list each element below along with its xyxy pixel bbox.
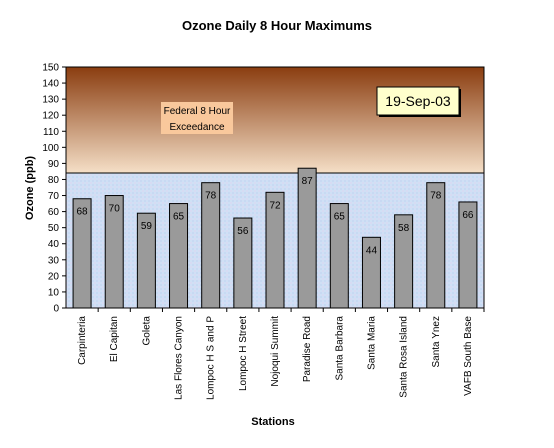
bar [104,195,124,309]
x-tick-label: Carpinteria [77,316,88,365]
x-tick-label: VAFB South Base [463,316,474,396]
bar-value-label: 78 [205,191,217,202]
bar-value-label: 87 [302,176,314,187]
x-tick-label: Santa Barbara [334,316,345,381]
y-tick-label: 100 [42,143,59,154]
bar [329,203,349,309]
x-tick-label: Santa Rosa Island [399,316,410,398]
x-tick-label: Goleta [141,316,152,346]
y-tick-label: 90 [48,159,60,170]
exceedance-label-line1: Federal 8 Hour [164,106,231,117]
y-tick-label: 80 [48,175,60,186]
bar [361,236,381,309]
bar-value-label: 65 [334,212,346,223]
y-axis: 0 10 20 30 40 50 60 70 80 90 100 110 120 130 140 150 [42,63,66,315]
x-tick-label: El Capitan [109,316,120,362]
bars: 68 70 59 65 78 56 72 87 65 44 58 78 66 [72,167,478,309]
y-tick-label: 70 [48,191,60,202]
bar-value-label: 59 [141,221,153,232]
date-label: 19-Sep-03 [385,93,451,109]
exceedance-zone [66,67,484,174]
bar [72,198,92,309]
y-tick-label: 30 [48,255,60,266]
y-tick-label: 20 [48,271,60,282]
bar-value-label: 78 [430,191,442,202]
y-tick-label: 50 [48,223,60,234]
x-tick-label: Las Flores Canyon [174,316,185,400]
bar-value-label: 58 [398,223,410,234]
x-tick-label: Paradise Road [302,316,313,382]
bar [201,182,221,309]
y-tick-label: 150 [42,63,59,74]
y-tick-label: 0 [53,304,59,315]
bar-value-label: 72 [269,200,281,211]
exceedance-label-line2: Exceedance [169,122,224,133]
bar [394,214,414,309]
y-axis-title: Ozone (ppb) [24,156,36,220]
bar-value-label: 65 [173,212,185,223]
bar [458,201,478,309]
date-box: 19-Sep-03 [376,86,461,117]
x-axis-title: Stations [251,416,294,428]
y-tick-label: 130 [42,95,59,106]
y-tick-label: 110 [43,127,59,138]
x-tick-label: Lompoc H Street [238,316,249,391]
x-tick-label: Santa Ynez [431,316,442,368]
chart-title: Ozone Daily 8 Hour Maximums [182,18,372,33]
x-tick-label: Lompoc H S and P [206,316,217,400]
bar-value-label: 66 [462,210,474,221]
bar [233,217,253,309]
x-axis-labels: Carpinteria El Capitan Goleta Las Flores Ca… [77,308,485,400]
bar [297,167,317,309]
bar-value-label: 56 [237,226,249,237]
bar-value-label: 70 [109,204,121,215]
bar [169,203,189,309]
x-tick-label: Santa Maria [366,316,377,370]
y-tick-label: 60 [48,207,60,218]
bar-value-label: 68 [77,207,89,218]
bar [136,212,156,309]
bar [265,191,285,309]
y-tick-label: 10 [48,287,60,298]
y-tick-label: 40 [48,239,60,250]
bar [426,182,446,309]
bar-value-label: 44 [366,245,378,256]
y-tick-label: 140 [42,79,59,90]
y-tick-label: 120 [42,111,59,122]
x-tick-label: Nojoqui Summit [270,316,281,387]
exceedance-label-box [161,102,233,134]
exceedance-annotation: Federal 8 Hour Exceedance [161,102,233,134]
